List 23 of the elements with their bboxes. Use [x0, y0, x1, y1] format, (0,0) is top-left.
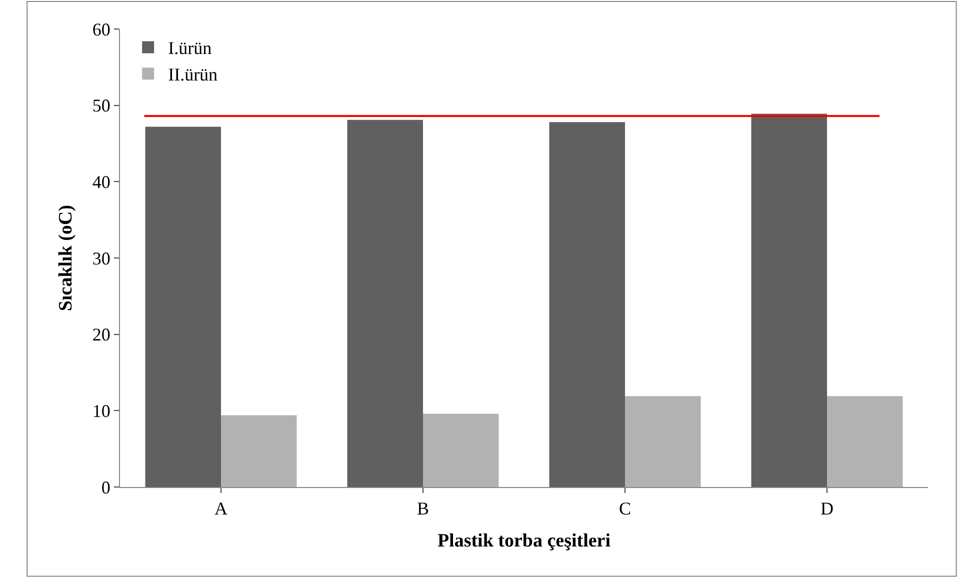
y-tick-label: 40 [92, 172, 110, 192]
bar [145, 126, 221, 487]
y-tick-label: 30 [92, 248, 110, 268]
bar [221, 415, 297, 487]
x-tick-label: B [416, 498, 430, 519]
bar [347, 120, 423, 487]
x-axis-title: Plastik torba çeşitleri [437, 530, 611, 552]
bar [423, 414, 499, 487]
bar [751, 114, 827, 487]
legend-label: II.ürün [168, 64, 218, 85]
x-tick-label: C [618, 498, 632, 519]
y-tick-label: 0 [101, 477, 110, 498]
bar [549, 122, 625, 487]
y-tick-label: 10 [92, 400, 110, 421]
y-tick-label: 60 [92, 19, 110, 40]
y-tick-label: 20 [92, 324, 110, 345]
y-axis-title: Sıcaklık (oC) [55, 204, 76, 312]
y-tick-label: 50 [92, 96, 110, 116]
x-tick-label: D [820, 498, 834, 519]
x-tick-label: A [214, 498, 228, 519]
bar [625, 396, 701, 487]
bar [827, 396, 903, 487]
legend-label: I.ürün [168, 38, 212, 58]
